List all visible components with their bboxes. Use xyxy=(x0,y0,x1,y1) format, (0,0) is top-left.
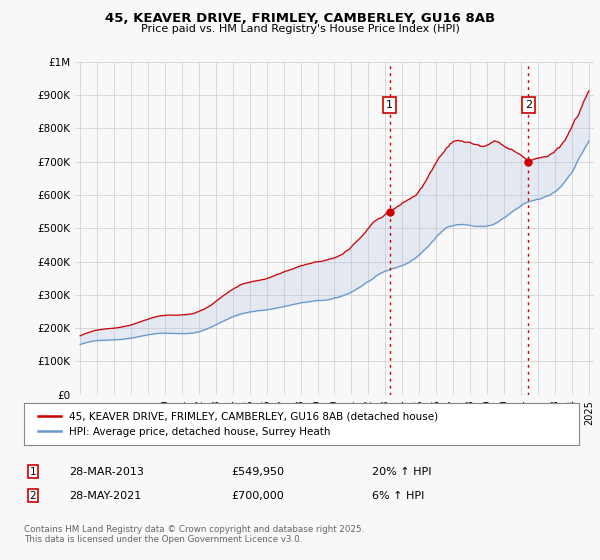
Text: 45, KEAVER DRIVE, FRIMLEY, CAMBERLEY, GU16 8AB: 45, KEAVER DRIVE, FRIMLEY, CAMBERLEY, GU… xyxy=(105,12,495,25)
Text: 28-MAR-2013: 28-MAR-2013 xyxy=(69,466,144,477)
Text: 2: 2 xyxy=(524,100,532,110)
Text: £700,000: £700,000 xyxy=(231,491,284,501)
Legend: 45, KEAVER DRIVE, FRIMLEY, CAMBERLEY, GU16 8AB (detached house), HPI: Average pr: 45, KEAVER DRIVE, FRIMLEY, CAMBERLEY, GU… xyxy=(35,408,442,440)
Text: Price paid vs. HM Land Registry's House Price Index (HPI): Price paid vs. HM Land Registry's House … xyxy=(140,24,460,34)
Text: 2: 2 xyxy=(29,491,37,501)
Text: Contains HM Land Registry data © Crown copyright and database right 2025.
This d: Contains HM Land Registry data © Crown c… xyxy=(24,525,364,544)
Text: 1: 1 xyxy=(386,100,393,110)
Text: 1: 1 xyxy=(29,466,37,477)
Text: 6% ↑ HPI: 6% ↑ HPI xyxy=(372,491,424,501)
Text: 20% ↑ HPI: 20% ↑ HPI xyxy=(372,466,431,477)
Text: 28-MAY-2021: 28-MAY-2021 xyxy=(69,491,141,501)
Point xyxy=(523,157,533,166)
Point xyxy=(385,207,394,216)
Text: £549,950: £549,950 xyxy=(231,466,284,477)
